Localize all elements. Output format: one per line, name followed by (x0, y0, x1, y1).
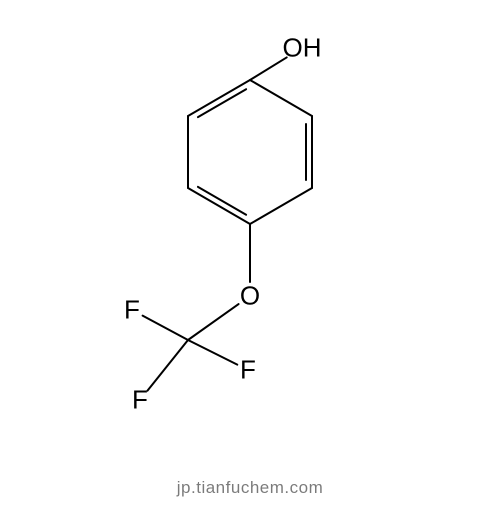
watermark-text: jp.tianfuchem.com (177, 478, 323, 498)
molecule-canvas: OHOFFF jp.tianfuchem.com (0, 0, 500, 500)
bond-layer (0, 0, 500, 500)
